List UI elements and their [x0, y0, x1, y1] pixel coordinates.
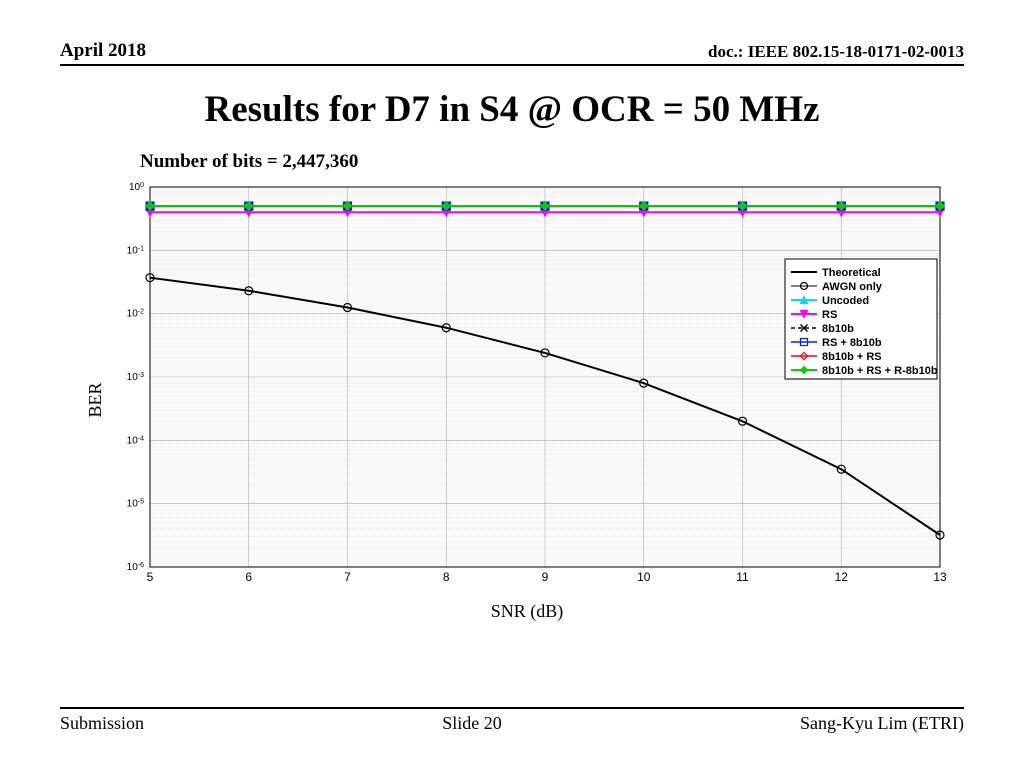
svg-text:11: 11 — [736, 570, 749, 584]
svg-text:10-2: 10-2 — [127, 308, 144, 320]
svg-text:RS + 8b10b: RS + 8b10b — [822, 337, 882, 349]
svg-text:Uncoded: Uncoded — [822, 295, 869, 307]
header-date: April 2018 — [60, 40, 146, 62]
svg-text:9: 9 — [542, 570, 549, 584]
svg-text:10-1: 10-1 — [127, 245, 144, 257]
svg-text:10-3: 10-3 — [127, 372, 144, 384]
svg-text:Theoretical: Theoretical — [822, 267, 881, 279]
svg-text:10-4: 10-4 — [127, 435, 144, 447]
slide-title: Results for D7 in S4 @ OCR = 50 MHz — [60, 88, 964, 131]
footer-right: Sang-Kyu Lim (ETRI) — [800, 713, 964, 734]
svg-text:10: 10 — [637, 570, 651, 584]
chart-svg: 100 10-1 10-2 10-3 10-4 10-5 10-65 6 7 8 9 10 11 12 13… — [90, 177, 950, 597]
header: April 2018 doc.: IEEE 802.15-18-0171-02-… — [60, 40, 964, 66]
x-axis-label: SNR (dB) — [90, 601, 964, 622]
svg-text:7: 7 — [344, 570, 351, 584]
svg-text:RS: RS — [822, 309, 837, 321]
footer-center: Slide 20 — [442, 713, 502, 734]
svg-text:10-6: 10-6 — [127, 562, 144, 574]
footer-left: Submission — [60, 713, 144, 734]
svg-text:13: 13 — [933, 570, 947, 584]
svg-text:12: 12 — [835, 570, 849, 584]
svg-text:AWGN only: AWGN only — [822, 281, 883, 293]
subtitle: Number of bits = 2,447,360 — [140, 151, 964, 173]
svg-text:10-5: 10-5 — [127, 498, 144, 510]
svg-text:8b10b + RS: 8b10b + RS — [822, 351, 882, 363]
svg-text:6: 6 — [245, 570, 252, 584]
header-doc-id: doc.: IEEE 802.15-18-0171-02-0013 — [708, 42, 964, 62]
footer: Submission Slide 20 Sang-Kyu Lim (ETRI) — [60, 707, 964, 734]
ber-chart: BER 10010-110-210-310-410-510-6567891011… — [90, 177, 964, 622]
y-axis-label: BER — [85, 382, 106, 417]
svg-text:5: 5 — [147, 570, 154, 584]
svg-text:100: 100 — [129, 182, 144, 194]
svg-text:8: 8 — [443, 570, 450, 584]
svg-text:8b10b + RS + R-8b10b: 8b10b + RS + R-8b10b — [822, 365, 938, 377]
svg-text:8b10b: 8b10b — [822, 323, 854, 335]
